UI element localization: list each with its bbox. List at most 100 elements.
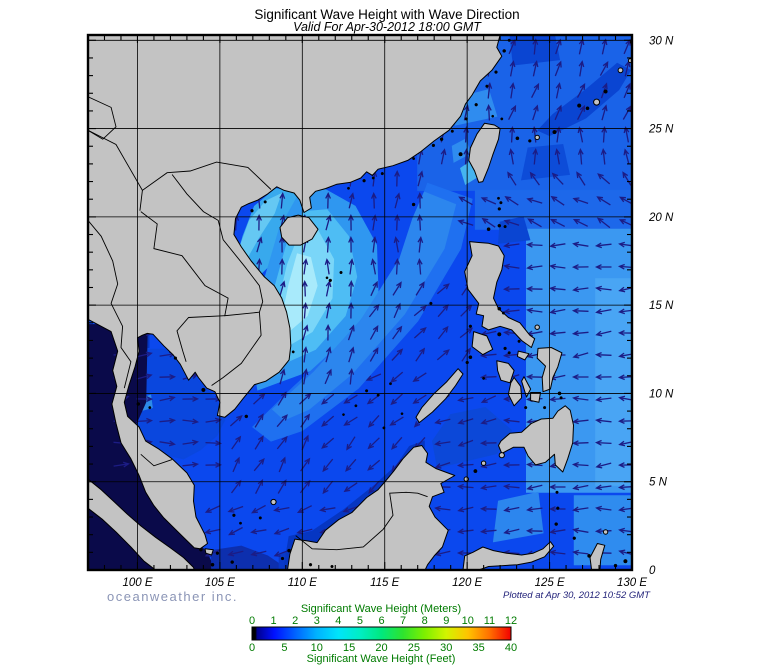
wave-height-patch-philippine-sea-east-lighter (595, 278, 632, 486)
small-island (347, 186, 350, 190)
small-island (587, 554, 591, 558)
small-island (244, 414, 249, 419)
legend-meters-tick: 4 (335, 615, 341, 627)
landmass-palawan (415, 368, 464, 424)
legend-meters-tick: 6 (378, 615, 384, 627)
legend-meters-tick: 8 (422, 615, 428, 627)
small-island (215, 551, 220, 555)
small-island (585, 106, 590, 111)
legend-meters-tick: 7 (400, 615, 406, 627)
small-island (497, 223, 502, 228)
latitude-label: 15 N (649, 300, 674, 312)
longitude-label: 120 E (452, 577, 482, 589)
grid-layer (88, 35, 632, 570)
small-island (497, 207, 501, 211)
small-island (497, 196, 500, 200)
landmass-sulawesi-north-arm (462, 541, 555, 570)
legend-scale: 0 1 2 3 4 5 6 7 8 9 10 11 120 5 10 15 20 25 30 35 40 (249, 615, 517, 654)
small-island (411, 202, 416, 207)
axis-labels: 100 E 105 E 110 E 115 E 120 E 125 E 130 E 30 N 2… (122, 35, 674, 589)
small-island (239, 521, 242, 525)
small-island (199, 547, 203, 552)
small-island (429, 301, 433, 305)
legend-feet-tick: 10 (311, 642, 323, 654)
legend-feet-tick: 25 (408, 642, 420, 654)
border-thailand-malaysia (140, 453, 173, 467)
longitude-label: 125 E (535, 577, 565, 589)
small-island (515, 136, 520, 141)
legend-meters-tick: 2 (292, 615, 298, 627)
small-island (412, 157, 416, 161)
legend-meters-tick: 1 (271, 615, 277, 627)
small-island (552, 130, 557, 135)
small-island (554, 522, 558, 526)
small-island (503, 346, 507, 351)
longitude-label: 115 E (370, 577, 400, 589)
small-island (480, 460, 487, 466)
small-island (439, 137, 444, 141)
small-island (380, 172, 384, 176)
small-island (517, 339, 521, 343)
small-island (270, 498, 277, 506)
small-island (543, 406, 547, 410)
small-island (572, 536, 576, 540)
wave-height-patch-ryukyu-dark-band (537, 62, 632, 137)
border-cambodia-vietnam (211, 312, 262, 386)
small-island (468, 324, 473, 328)
small-island (603, 89, 608, 94)
small-island (507, 351, 511, 355)
border-cambodia-thailand (176, 315, 225, 362)
small-island (502, 49, 506, 53)
small-island (499, 201, 503, 205)
latitude-label: 10 N (649, 388, 674, 400)
small-island (503, 225, 507, 229)
small-island (173, 356, 178, 360)
small-island (617, 67, 624, 74)
wave-height-patch-central-diagonal-inner (271, 191, 457, 421)
border-malaysia-indonesia-borneo (295, 491, 428, 551)
small-island (339, 270, 343, 275)
small-island (491, 114, 495, 118)
small-island (498, 452, 505, 459)
small-island (593, 98, 601, 106)
valid-time-subtitle: Valid For Apr-30-2012 18:00 GMT (293, 20, 482, 34)
small-island (473, 469, 478, 474)
border-laos-vietnam (171, 174, 264, 313)
small-island (474, 103, 478, 107)
small-island (623, 559, 628, 564)
small-island (497, 332, 502, 337)
landmass-mindoro (471, 331, 494, 356)
small-island (365, 389, 369, 393)
map-frame (86, 33, 634, 572)
small-island (577, 103, 582, 108)
border-china-vietnam (88, 129, 272, 192)
small-island (534, 324, 540, 330)
landmass-masbate (516, 350, 530, 361)
border-laos-connector (139, 190, 143, 211)
longitude-label: 110 E (288, 577, 318, 589)
small-island (287, 548, 291, 553)
small-island (482, 376, 486, 380)
legend-feet-tick: 15 (343, 642, 355, 654)
small-island (458, 152, 463, 157)
latitude-label: 0 (649, 565, 656, 577)
latitude-label: 30 N (649, 35, 674, 47)
small-island (328, 278, 332, 283)
legend-feet-tick: 40 (505, 642, 517, 654)
small-island (468, 355, 473, 360)
publisher-credit: oceanweather inc. (107, 589, 238, 604)
small-island (280, 556, 285, 561)
small-island (431, 143, 436, 148)
longitude-label: 100 E (122, 577, 152, 589)
small-island (486, 227, 491, 232)
legend-feet-label: Significant Wave Height (Feet) (307, 653, 456, 665)
page-title: Significant Wave Height with Wave Direct… (254, 7, 519, 22)
border-china-myanmar (88, 96, 117, 140)
legend-meters-tick: 0 (249, 615, 255, 627)
small-island (497, 306, 502, 311)
small-island (232, 513, 236, 517)
small-island (308, 563, 313, 567)
small-island (371, 176, 375, 180)
legend-meters-label: Significant Wave Height (Meters) (301, 603, 461, 615)
